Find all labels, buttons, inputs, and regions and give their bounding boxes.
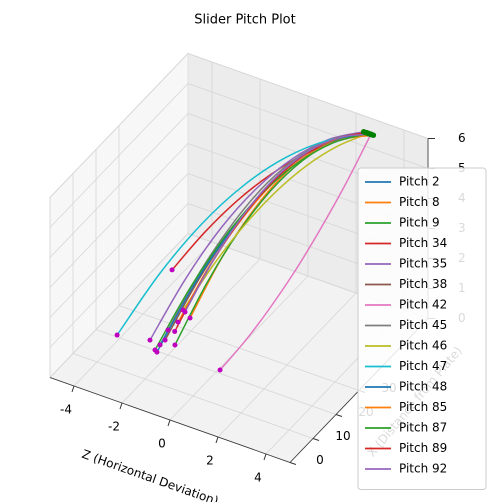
end-point [162,337,168,343]
grid-line [49,83,189,228]
legend-label: Pitch 92 [399,462,447,476]
start-point [363,129,369,136]
end-point [114,332,120,338]
x-tick [312,438,320,441]
chart-title: Slider Pitch Plot [194,13,296,28]
z-tick [215,436,219,444]
end-point [175,319,181,325]
legend-label: Pitch 46 [399,339,447,353]
legend-label: Pitch 9 [399,216,440,230]
legend-label: Pitch 42 [399,298,447,312]
pitch-line [184,133,371,313]
grid-line [49,53,189,198]
legend-label: Pitch 35 [399,257,447,271]
end-point [182,309,188,315]
legend: Pitch 2 Pitch 8 Pitch 9 Pitch 34 Pitch 35 Pit… [357,167,487,490]
z-tick [71,385,75,393]
end-point [187,315,193,321]
legend-label: Pitch 8 [399,195,440,209]
legend-label: Pitch 2 [399,175,440,189]
grid-line [72,353,314,439]
legend-label: Pitch 47 [399,359,447,373]
end-point [217,367,223,373]
end-point [172,328,178,334]
x-tick [335,414,343,417]
start-point [368,131,374,138]
grid-line [49,173,189,318]
z-tick [119,402,123,410]
y-tick-label: 6 [458,131,466,145]
legend-label: Pitch 87 [399,421,447,435]
grid-line [49,233,189,378]
z-tick-label: 4 [254,471,262,485]
grid-line [49,203,189,348]
pitch-line [219,134,372,371]
z-tick-label: 0 [158,437,166,451]
grid-line [49,143,189,288]
z-tick-label: -4 [60,403,72,417]
end-point [152,347,158,353]
end-point [169,267,175,273]
pitch-line [116,133,371,336]
z-tick [263,453,267,461]
legend-label: Pitch 38 [399,277,447,291]
grid-line [187,83,429,169]
legend-label: Pitch 85 [399,400,447,414]
grid-line [187,53,429,139]
z-tick [167,419,171,427]
end-point [172,342,178,348]
legend-label: Pitch 89 [399,441,447,455]
grid-line [49,113,189,258]
x-tick [289,462,297,465]
legend-box [357,167,487,490]
z-tick-label: 2 [206,454,214,468]
pitch-line [182,132,369,311]
grid-line [95,329,337,415]
legend-label: Pitch 34 [399,236,447,250]
z-tick-label: -2 [108,420,120,434]
z-axis-label: Z (Horizontal Deviation) [80,447,220,502]
x-tick-label: 10 [335,429,350,443]
x-tick-label: 0 [316,453,324,467]
end-point [165,327,171,333]
end-point [147,337,153,343]
legend-label: Pitch 45 [399,318,447,332]
legend-label: Pitch 48 [399,380,447,394]
end-point [157,342,163,348]
